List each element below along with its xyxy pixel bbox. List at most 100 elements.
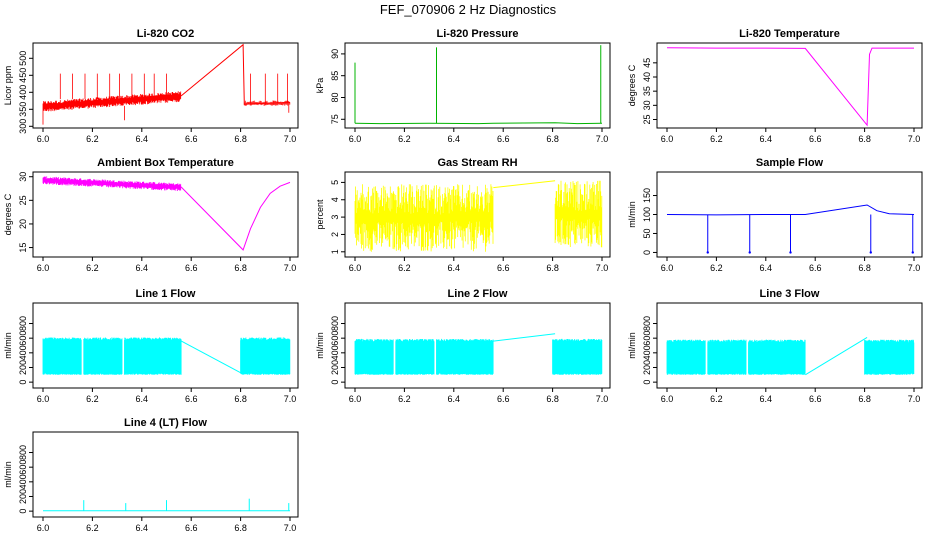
y-axis-label-rh: percent [315, 199, 325, 230]
y-tick-label: 40 [642, 72, 652, 82]
x-tick-label: 6.8 [234, 134, 247, 144]
y-tick-label: 30 [642, 100, 652, 110]
x-tick-label: 6.4 [136, 394, 149, 404]
y-axis-label-ambient: degrees C [3, 193, 13, 235]
y-tick-label: 75 [330, 114, 340, 124]
x-tick-label: 6.8 [234, 523, 247, 533]
x-tick-label: 7.0 [284, 394, 297, 404]
x-tick-label: 6.8 [234, 263, 247, 273]
x-tick-label: 6.8 [858, 134, 871, 144]
x-tick-label: 6.0 [349, 394, 362, 404]
chart-rh: Gas Stream RH 6.0 6.2 6.4 6.6 6.8 7.0 1 2 3 4 5 perc… [315, 157, 611, 273]
y-tick-label: 45 [642, 58, 652, 68]
plot-frame-line3 [656, 302, 923, 389]
y-tick-label: 800 [18, 445, 28, 460]
x-tick-label: 6.0 [661, 134, 674, 144]
y-tick-label: 600 [18, 331, 28, 346]
x-tick-label: 6.8 [546, 263, 559, 273]
chart-title-line2: Line 2 Flow [448, 288, 508, 300]
x-tick-label: 6.6 [185, 523, 198, 533]
y-tick-label: 0 [642, 380, 652, 385]
chart-co2: Li-820 CO2 6.0 6.2 6.4 6.6 6.8 7.0 300 350 400 450… [3, 28, 299, 144]
x-tick-label: 6.6 [185, 134, 198, 144]
x-tick-label: 6.4 [760, 263, 773, 273]
y-axis-label-co2: Licor ppm [3, 66, 13, 106]
series-line-co2 [42, 43, 291, 107]
x-tick-label: 6.0 [37, 134, 50, 144]
y-tick-label: 5 [330, 180, 340, 185]
chart-line4: Line 4 (LT) Flow 6.0 6.2 6.4 6.6 6.8 7.0 0 20040… [3, 417, 299, 533]
y-tick-label: 300 [18, 119, 28, 134]
x-tick-label: 6.6 [809, 394, 822, 404]
x-tick-label: 6.8 [546, 134, 559, 144]
x-tick-label: 7.0 [596, 134, 609, 144]
chart-line3: Line 3 Flow 6.0 6.2 6.4 6.6 6.8 7.0 0 2004006008… [627, 288, 923, 404]
series-line-temp [666, 47, 914, 127]
x-tick-label: 6.2 [710, 394, 723, 404]
y-tick-label: 200 [18, 489, 28, 504]
y-tick-label: 1 [330, 249, 340, 254]
x-tick-label: 6.6 [809, 134, 822, 144]
series-line-line1 [181, 340, 244, 375]
x-tick-label: 6.0 [661, 394, 674, 404]
y-tick-label: 400 [642, 345, 652, 360]
x-tick-label: 6.2 [710, 263, 723, 273]
y-tick-label: 90 [330, 49, 340, 59]
plot-frame-pressure [344, 42, 611, 129]
y-tick-label: 3 [330, 215, 340, 220]
x-tick-label: 6.2 [398, 134, 411, 144]
y-tick-label: 400 [330, 345, 340, 360]
x-tick-label: 6.8 [234, 394, 247, 404]
series-drop-point-sample [869, 251, 872, 254]
plot-frame-co2 [32, 42, 299, 129]
series-noise-co2 [42, 73, 291, 125]
y-tick-label: 200 [18, 360, 28, 375]
y-tick-label: 85 [330, 71, 340, 81]
y-tick-label: 400 [18, 85, 28, 100]
y-tick-label: 150 [642, 188, 652, 203]
x-tick-label: 6.4 [760, 394, 773, 404]
x-tick-label: 6.4 [136, 523, 149, 533]
y-tick-label: 50 [642, 228, 652, 238]
x-tick-label: 6.4 [136, 263, 149, 273]
y-tick-label: 600 [330, 331, 340, 346]
series-blocks-line1 [42, 337, 291, 375]
y-tick-label: 25 [642, 114, 652, 124]
y-tick-label: 200 [642, 360, 652, 375]
y-tick-label: 0 [330, 380, 340, 385]
y-tick-label: 800 [330, 316, 340, 331]
chart-title-co2: Li-820 CO2 [137, 28, 194, 40]
x-tick-label: 6.0 [37, 263, 50, 273]
y-tick-label: 15 [18, 243, 28, 253]
x-tick-label: 6.4 [760, 134, 773, 144]
x-tick-label: 6.0 [349, 134, 362, 144]
series-line-line3 [805, 336, 868, 376]
chart-title-line3: Line 3 Flow [760, 288, 820, 300]
y-tick-label: 0 [18, 380, 28, 385]
x-tick-label: 7.0 [596, 263, 609, 273]
y-tick-label: 100 [642, 207, 652, 222]
chart-title-sample: Sample Flow [756, 157, 824, 169]
y-tick-label: 400 [18, 474, 28, 489]
series-line-sample [666, 204, 915, 216]
plot-area-co2 [42, 43, 291, 125]
y-tick-label: 35 [642, 86, 652, 96]
y-tick-label: 800 [642, 316, 652, 331]
y-tick-label: 80 [330, 92, 340, 102]
series-blocks-line3 [666, 339, 915, 375]
x-tick-label: 7.0 [908, 134, 921, 144]
plot-frame-temp [656, 42, 923, 129]
y-tick-label: 30 [18, 172, 28, 182]
y-tick-label: 500 [18, 51, 28, 66]
x-tick-label: 7.0 [908, 263, 921, 273]
plot-area-ambient [42, 176, 291, 251]
x-tick-label: 6.0 [349, 263, 362, 273]
chart-title-line4: Line 4 (LT) Flow [124, 417, 207, 429]
y-tick-label: 600 [642, 331, 652, 346]
x-tick-label: 6.6 [497, 134, 510, 144]
x-tick-label: 6.8 [858, 263, 871, 273]
y-tick-label: 600 [18, 460, 28, 475]
y-axis-label-line3: ml/min [627, 332, 637, 359]
x-tick-label: 6.6 [185, 263, 198, 273]
